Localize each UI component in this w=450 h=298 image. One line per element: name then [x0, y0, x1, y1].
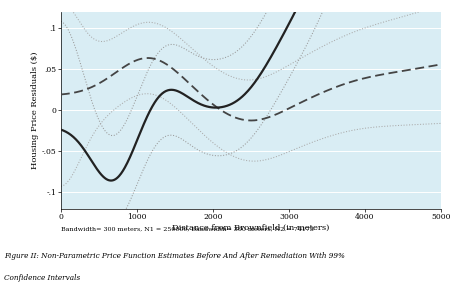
Y-axis label: Housing Price Residuals ($): Housing Price Residuals ($) — [31, 52, 39, 169]
Text: Bandwidth= 300 meters, N1 = 250009, Bandwidth= 300 meters, N2 = 74173: Bandwidth= 300 meters, N1 = 250009, Band… — [61, 227, 314, 232]
Text: Figure II: Non-Parametric Price Function Estimates Before And After Remediation : Figure II: Non-Parametric Price Function… — [4, 252, 346, 260]
X-axis label: Distance from Brownfield (in meters): Distance from Brownfield (in meters) — [172, 224, 329, 232]
Text: Confidence Intervals: Confidence Intervals — [4, 274, 81, 282]
